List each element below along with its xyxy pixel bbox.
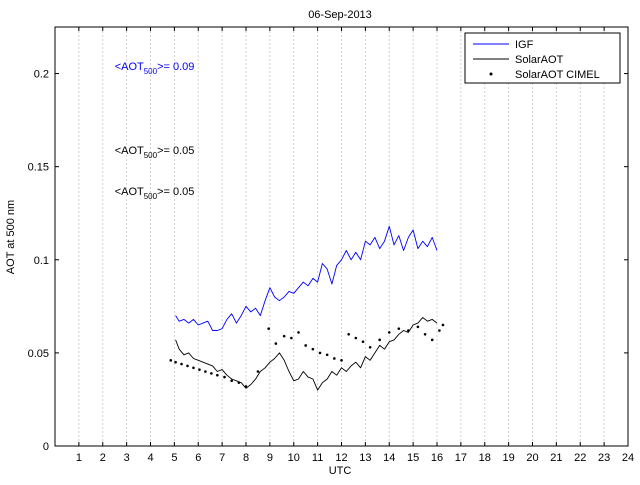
solaraot-cimel-point bbox=[304, 344, 307, 347]
x-tick-label: 17 bbox=[455, 452, 467, 464]
solaraot-cimel-point bbox=[361, 340, 365, 344]
solaraot-line bbox=[175, 317, 438, 391]
legend: IGF SolarAOT SolarAOT CIMEL bbox=[464, 32, 621, 84]
x-tick-label: 4 bbox=[147, 452, 153, 464]
solaraot-cimel-point bbox=[192, 366, 195, 370]
x-tick-label: 14 bbox=[383, 452, 395, 464]
solaraot-cimel-point bbox=[340, 359, 343, 362]
solaraot-cimel-point bbox=[169, 359, 173, 362]
x-tick-label: 9 bbox=[267, 452, 273, 464]
solaraot-cimel-point bbox=[204, 370, 207, 373]
x-tick-label: 8 bbox=[243, 452, 249, 464]
solaraot-cimel-point bbox=[407, 329, 410, 332]
solaraot-cimel-point bbox=[354, 336, 358, 340]
solaraot-cimel-point bbox=[378, 338, 382, 342]
chart-title: 06-Sep-2013 bbox=[308, 9, 372, 21]
x-tick-label: 12 bbox=[335, 452, 347, 464]
solaraot-cimel-point bbox=[430, 338, 434, 342]
solaraot-cimel-point bbox=[237, 381, 241, 384]
legend-swatch-solaraot-cimel bbox=[489, 72, 493, 76]
solaraot-cimel-point bbox=[347, 332, 350, 336]
y-tick-label: 0.05 bbox=[28, 348, 49, 360]
x-tick-label: 21 bbox=[550, 452, 562, 464]
solaraot-cimel-point bbox=[397, 327, 401, 330]
solaraot-cimel-point bbox=[438, 329, 441, 332]
solaraot-cimel-point bbox=[174, 360, 177, 364]
solaraot-cimel-point bbox=[311, 347, 315, 351]
solaraot-cimel-point bbox=[290, 336, 293, 340]
aot-annotation: <AOT500>= 0.05 bbox=[115, 145, 195, 160]
solaraot-cimel-point bbox=[274, 342, 278, 345]
x-tick-label: 1 bbox=[76, 452, 82, 464]
x-tick-label: 23 bbox=[598, 452, 610, 464]
solaraot-cimel-point bbox=[318, 351, 322, 355]
x-tick-label: 24 bbox=[622, 452, 634, 464]
x-axis-label: UTC bbox=[329, 465, 352, 477]
x-tick-label: 3 bbox=[124, 452, 130, 464]
y-tick-label: 0.15 bbox=[28, 162, 49, 174]
legend-label-solaraot: SolarAOT bbox=[515, 54, 564, 66]
solaraot-cimel-point bbox=[282, 334, 286, 338]
solaraot-cimel-point bbox=[368, 346, 372, 349]
solaraot-cimel-point bbox=[244, 385, 248, 388]
x-tick-label: 22 bbox=[574, 452, 586, 464]
solaraot-cimel-point bbox=[441, 323, 445, 327]
solaraot-cimel-point bbox=[297, 331, 300, 334]
solaraot-cimel-point bbox=[267, 327, 270, 330]
x-tick-label: 13 bbox=[359, 452, 371, 464]
x-tick-label: 2 bbox=[100, 452, 106, 464]
legend-label-igf: IGF bbox=[515, 39, 534, 51]
solaraot-cimel-point bbox=[423, 332, 427, 336]
solaraot-cimel-point bbox=[256, 370, 260, 373]
x-tick-label: 18 bbox=[479, 452, 491, 464]
y-tick-label: 0 bbox=[43, 441, 49, 453]
solaraot-cimel-point bbox=[186, 364, 189, 368]
x-tick-label: 20 bbox=[526, 452, 538, 464]
x-tick-label: 6 bbox=[195, 452, 201, 464]
solaraot-cimel-point bbox=[387, 331, 391, 334]
grid-layer bbox=[78, 27, 605, 446]
igf-line bbox=[175, 225, 438, 331]
solaraot-cimel-point bbox=[180, 362, 183, 366]
y-axis-label: AOT at 500 nm bbox=[5, 200, 17, 274]
solaraot-cimel-point bbox=[223, 375, 226, 379]
solaraot-cimel-point bbox=[216, 373, 219, 377]
y-tick-label: 0.2 bbox=[34, 69, 49, 81]
x-tick-label: 11 bbox=[312, 452, 323, 464]
solaraot-cimel-point bbox=[210, 372, 213, 375]
solaraot-cimel-point bbox=[230, 379, 233, 383]
solaraot-cimel-point bbox=[198, 368, 201, 371]
x-tick-label: 15 bbox=[407, 452, 419, 464]
aot-annotation: <AOT500>= 0.09 bbox=[115, 61, 195, 76]
axes-layer bbox=[54, 26, 629, 447]
x-tick-label: 19 bbox=[503, 452, 515, 464]
solaraot-cimel-point bbox=[333, 357, 336, 360]
x-tick-label: 5 bbox=[171, 452, 177, 464]
aot-annotation: <AOT500>= 0.05 bbox=[115, 186, 195, 201]
x-tick-label: 10 bbox=[288, 452, 300, 464]
x-tick-label: 7 bbox=[219, 452, 225, 464]
y-tick-label: 0.1 bbox=[34, 255, 49, 267]
solaraot-cimel-point bbox=[325, 353, 329, 357]
x-tick-label: 16 bbox=[431, 452, 443, 464]
series-layer bbox=[169, 225, 445, 391]
solaraot-cimel-point bbox=[416, 325, 420, 329]
legend-label-solaraot-cimel: SolarAOT CIMEL bbox=[515, 69, 600, 81]
